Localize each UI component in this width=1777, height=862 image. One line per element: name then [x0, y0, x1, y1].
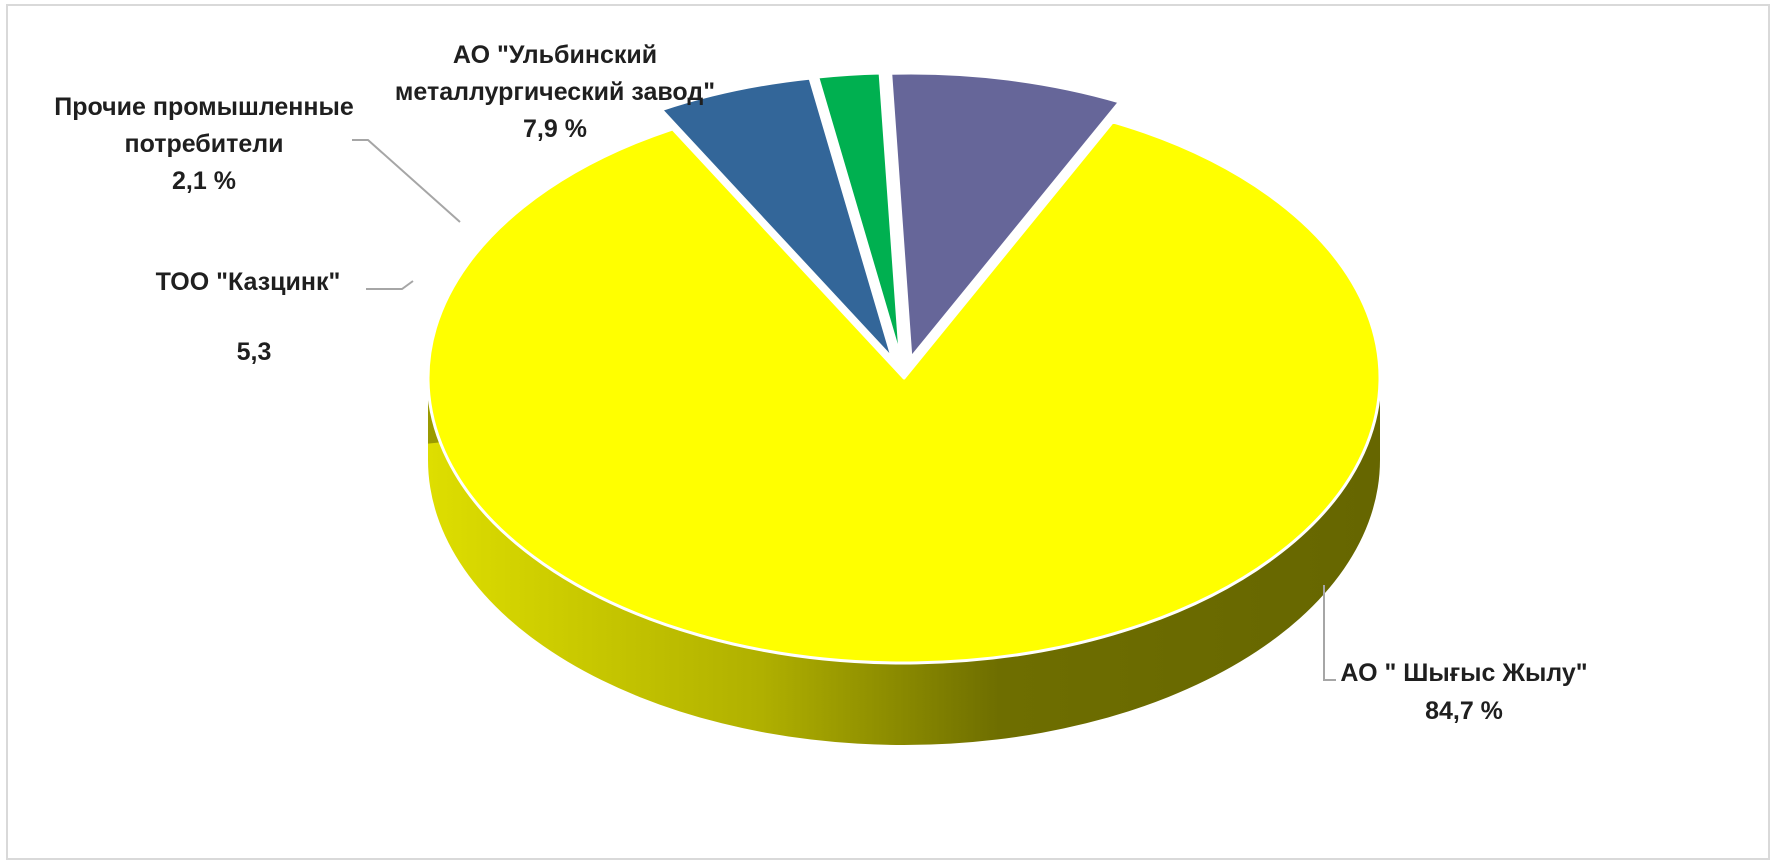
slice-value-other: 2,1 % — [172, 167, 236, 195]
slice-label-other-line1: Прочие промышленные — [54, 93, 354, 121]
leader-line-other — [352, 139, 461, 223]
slice-value-kazzinc: 5,3 — [237, 338, 272, 366]
slice-value-ulba: 7,9 % — [523, 115, 587, 143]
slice-shygys — [426, 120, 1382, 665]
slice-side-shygys — [428, 378, 1380, 745]
slice-label-other-line2: потребители — [124, 130, 283, 158]
slice-kazzinc — [659, 76, 895, 361]
leader-line-kazzinc — [366, 280, 414, 290]
slice-other — [816, 71, 902, 360]
leader-line-shygys — [1323, 585, 1336, 681]
slice-label-shygys: АО " Шығыс Жылу" — [1340, 659, 1587, 687]
slice-ulba — [889, 71, 1122, 360]
pie-labels: АО " Шығыс Жылу" 84,7 % ТОО "Казцинк" 5,… — [54, 41, 1587, 725]
slice-label-shygys-line1: АО " Шығыс Жылу" — [1340, 659, 1587, 687]
slice-label-kazzinc: ТОО "Казцинк" — [156, 268, 341, 296]
slice-value-shygys: 84,7 % — [1425, 697, 1503, 725]
slice-label-ulba-line1: АО "Ульбинский — [453, 41, 657, 69]
pie-tops — [426, 71, 1382, 665]
slice-label-ulba-line2: металлургический завод" — [395, 78, 715, 106]
